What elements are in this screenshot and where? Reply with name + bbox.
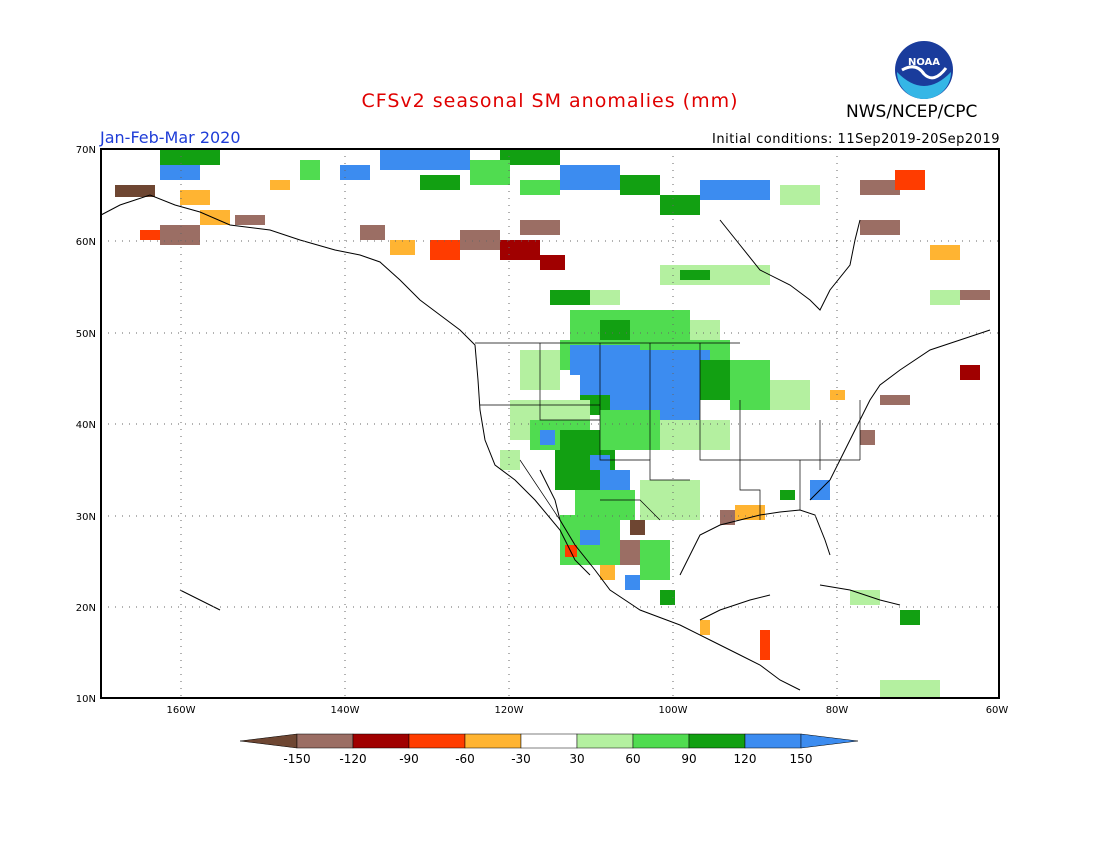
legend-swatch <box>744 733 802 749</box>
legend-label: 60 <box>625 752 640 766</box>
noaa-logo: NOAA <box>895 41 953 99</box>
coastlines <box>101 194 991 691</box>
legend-label: 30 <box>569 752 584 766</box>
legend-swatch <box>296 733 354 749</box>
legend-label: 150 <box>790 752 813 766</box>
legend-labels: -150 -120 -90 -60 -30 30 60 90 120 150 <box>283 752 812 766</box>
map-frame <box>100 148 1000 699</box>
lat-label: 50N <box>76 329 96 340</box>
legend-label: 120 <box>734 752 757 766</box>
lon-label: 100W <box>659 705 688 716</box>
lat-label: 40N <box>76 420 96 431</box>
lon-label: 160W <box>167 705 196 716</box>
svg-text:NOAA: NOAA <box>908 57 940 68</box>
lon-label: 120W <box>495 705 524 716</box>
legend-swatch <box>688 733 746 749</box>
initial-conditions: Initial conditions: 11Sep2019-20Sep2019 <box>712 132 1000 147</box>
graticule <box>101 149 999 698</box>
longitude-labels: 160W 140W 120W 100W 80W 60W <box>167 705 1009 716</box>
lon-label: 60W <box>986 705 1009 716</box>
state-borders <box>475 342 861 521</box>
legend-swatch <box>520 733 578 749</box>
lat-label: 60N <box>76 237 96 248</box>
legend-swatch <box>632 733 690 749</box>
latitude-labels: 70N 60N 50N 40N 30N 20N 10N <box>76 145 96 705</box>
lat-label: 10N <box>76 694 96 705</box>
forecast-period: Jan-Feb-Mar 2020 <box>100 128 241 147</box>
legend-swatch <box>408 733 466 749</box>
lon-label: 140W <box>331 705 360 716</box>
lat-label: 70N <box>76 145 96 156</box>
agency-label: NWS/NCEP/CPC <box>846 102 978 122</box>
legend-label: -60 <box>455 752 475 766</box>
legend-label: 90 <box>681 752 696 766</box>
legend-arrow-right <box>800 733 859 749</box>
color-legend <box>239 733 859 749</box>
legend-swatch <box>352 733 410 749</box>
lon-label: 80W <box>826 705 849 716</box>
map-title: CFSv2 seasonal SM anomalies (mm) <box>361 90 739 112</box>
legend-label: -30 <box>511 752 531 766</box>
legend-arrow-left <box>239 733 298 749</box>
legend-label: -120 <box>339 752 366 766</box>
lat-label: 20N <box>76 603 96 614</box>
lat-label: 30N <box>76 512 96 523</box>
anomaly-cells <box>115 150 990 698</box>
legend-label: -90 <box>399 752 419 766</box>
legend-label: -150 <box>283 752 310 766</box>
legend-swatch <box>464 733 522 749</box>
legend-swatch <box>576 733 634 749</box>
